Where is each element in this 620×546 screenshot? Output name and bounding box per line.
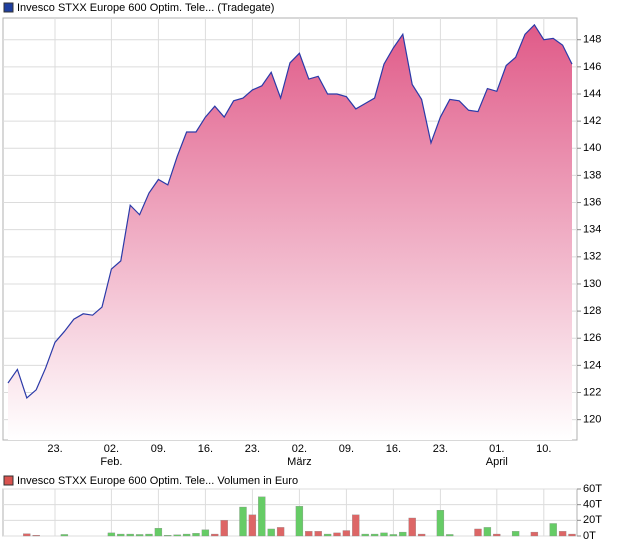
volume-bar [305, 531, 313, 537]
volume-bar [126, 533, 134, 537]
volume-bar [314, 531, 322, 537]
volume-bar [239, 506, 247, 537]
y-tick-label: 126 [583, 332, 601, 344]
volume-bar [192, 533, 200, 537]
volume-bar [107, 532, 116, 537]
x-month-label: April [486, 456, 508, 468]
x-tick-label: 01. [489, 443, 504, 455]
volume-bar [211, 533, 219, 537]
volume-bar [568, 533, 576, 537]
volume-bar [117, 533, 125, 537]
volume-bar [267, 528, 275, 537]
volume-bar [389, 534, 398, 537]
x-month-label: Feb. [100, 456, 122, 468]
volume-bar [323, 533, 332, 537]
y-tick-label: 60T [583, 483, 602, 495]
price-area [8, 24, 572, 440]
volume-bar [145, 533, 153, 537]
volume-bar [417, 533, 426, 537]
y-tick-label: 142 [583, 115, 601, 127]
x-tick-label: 09. [339, 443, 354, 455]
x-tick-label: 02. [292, 443, 307, 455]
y-tick-label: 124 [583, 359, 601, 371]
y-tick-label: 136 [583, 196, 601, 208]
x-tick-label: 23. [433, 443, 448, 455]
y-tick-label: 140 [583, 142, 601, 154]
y-tick-label: 132 [583, 251, 601, 263]
x-tick-label: 09. [151, 443, 166, 455]
volume-bar [446, 534, 454, 537]
legend-marker [3, 475, 14, 486]
volume-bar [370, 533, 379, 537]
volume-bar [135, 534, 144, 537]
legend-text: Invesco STXX Europe 600 Optim. Tele... V… [17, 475, 298, 487]
volume-bar [436, 509, 445, 537]
x-tick-label: 10. [536, 443, 551, 455]
volume-bar [23, 533, 31, 537]
volume-bar [511, 531, 520, 537]
volume-bar [154, 528, 163, 537]
y-tick-label: 146 [583, 61, 601, 73]
volume-bar [220, 520, 228, 537]
legend-marker [3, 2, 14, 13]
volume-bar [248, 514, 257, 537]
volume-bar [342, 530, 351, 537]
volume-bar [483, 527, 492, 537]
y-tick-label: 122 [583, 386, 601, 398]
volume-bar [558, 531, 567, 537]
volume-bar [493, 533, 501, 537]
volume-bar [201, 529, 210, 537]
price-line [7, 23, 573, 399]
x-tick-label: 02. [104, 443, 119, 455]
y-tick-label: 0T [583, 530, 596, 542]
x-month-label: März [287, 456, 311, 468]
volume-bar [295, 506, 304, 537]
volume-bar [333, 532, 341, 537]
y-tick-label: 134 [583, 224, 601, 236]
volume-bar [258, 496, 266, 537]
x-tick-label: 16. [386, 443, 401, 455]
y-tick-label: 130 [583, 278, 601, 290]
legend-text: Invesco STXX Europe 600 Optim. Tele... (… [17, 2, 274, 14]
y-tick-label: 40T [583, 499, 602, 511]
x-tick-label: 23. [47, 443, 62, 455]
x-tick-label: 16. [198, 443, 213, 455]
volume-bar [276, 527, 285, 537]
volume-bar [182, 533, 191, 537]
volume-bar [408, 517, 416, 537]
x-tick-label: 23. [245, 443, 260, 455]
volume-bar [60, 534, 69, 537]
volume-plot-frame [2, 488, 578, 537]
volume-bar [173, 534, 181, 537]
y-tick-label: 120 [583, 414, 601, 426]
volume-bar [164, 535, 172, 537]
volume-bar [530, 531, 539, 537]
y-tick-label: 20T [583, 514, 602, 526]
volume-bar [352, 514, 360, 537]
y-tick-label: 138 [583, 169, 601, 181]
y-tick-label: 148 [583, 34, 601, 46]
volume-bar [474, 528, 482, 537]
volume-bar [399, 531, 407, 537]
volume-bar [549, 523, 557, 537]
y-tick-label: 128 [583, 305, 601, 317]
volume-bar [380, 532, 388, 537]
y-tick-label: 144 [583, 88, 601, 100]
volume-bar [32, 535, 40, 537]
volume-bar [361, 533, 369, 537]
